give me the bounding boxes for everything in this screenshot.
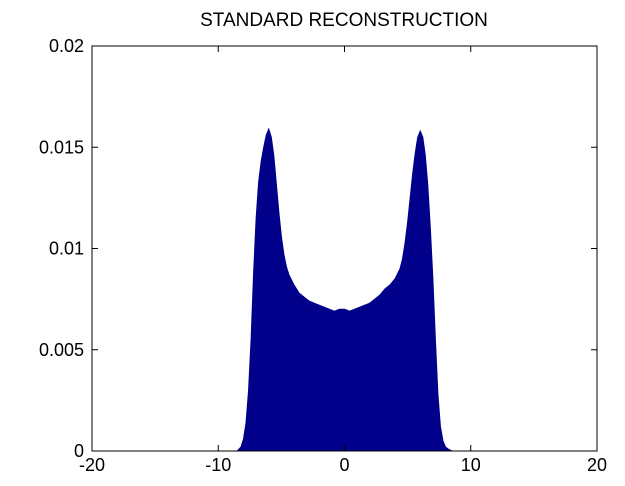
y-tick-label: 0.005 — [39, 340, 84, 360]
chart-title: STANDARD RECONSTRUCTION — [200, 10, 488, 31]
axes: -20 -10 0 10 20 0 0.005 0.01 0.015 0.02 — [39, 36, 607, 475]
x-tick-label: 0 — [339, 455, 349, 475]
x-tick-label: -10 — [205, 455, 231, 475]
x-tick-label: 20 — [587, 455, 607, 475]
y-tick-label: 0.02 — [49, 36, 84, 56]
y-tick-label: 0.01 — [49, 239, 84, 259]
y-tick-label: 0.015 — [39, 137, 84, 157]
x-tick-label: 10 — [461, 455, 481, 475]
y-tick-label: 0 — [74, 441, 84, 461]
plot-area — [236, 127, 453, 452]
x-tick-label: -20 — [79, 455, 105, 475]
histogram-area — [236, 127, 453, 452]
